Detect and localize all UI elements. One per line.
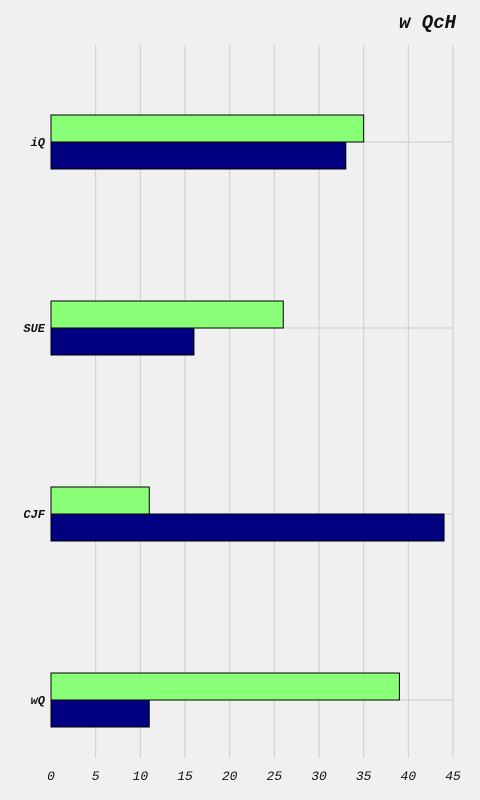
x-tick-label-35: 35 xyxy=(356,769,372,784)
y-tick-label-SUE: SUE xyxy=(23,322,45,336)
bar-iQ-series-2 xyxy=(50,141,347,170)
x-tick-label-0: 0 xyxy=(47,769,55,784)
bar-CJF-series-2 xyxy=(50,513,445,542)
y-tick-label-wQ: wQ xyxy=(31,694,46,708)
x-tick-label-45: 45 xyxy=(445,769,461,784)
bar-layer xyxy=(50,114,445,728)
chart-title: w QcH xyxy=(398,12,456,34)
bar-wQ-series-2 xyxy=(50,699,150,728)
bar-SUE-series-2 xyxy=(50,327,195,356)
x-tick-label-20: 20 xyxy=(222,769,238,784)
x-tick-label-10: 10 xyxy=(133,769,149,784)
y-tick-label-iQ: iQ xyxy=(31,136,46,150)
x-tick-label-40: 40 xyxy=(401,769,417,784)
bar-wQ-series-1 xyxy=(50,672,400,701)
bar-CJF-series-1 xyxy=(50,486,150,515)
bar-SUE-series-1 xyxy=(50,300,284,329)
y-tick-label-CJF: CJF xyxy=(23,508,45,522)
bar-iQ-series-1 xyxy=(50,114,365,143)
x-tick-label-25: 25 xyxy=(267,769,283,784)
label-layer: 0 5 10 15 20 25 30 35 40 45 iQ SUE CJF wQ xyxy=(23,136,461,784)
x-tick-label-15: 15 xyxy=(177,769,193,784)
x-tick-label-5: 5 xyxy=(92,769,100,784)
x-tick-label-30: 30 xyxy=(311,769,327,784)
